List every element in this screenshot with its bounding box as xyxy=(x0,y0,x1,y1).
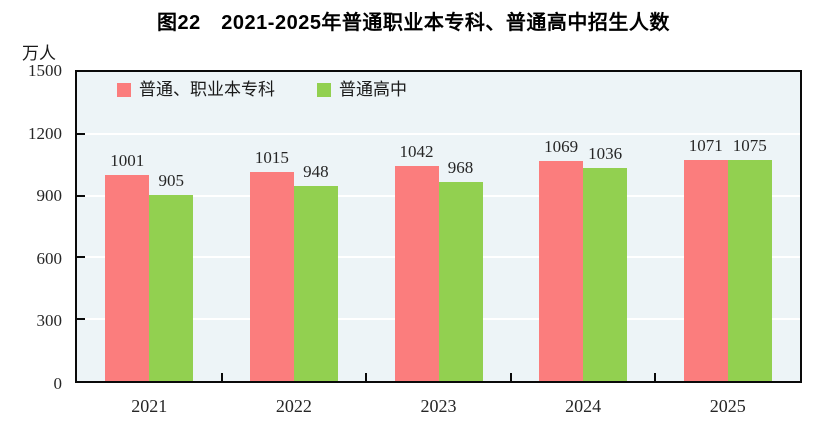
bar-vocational-college-2025 xyxy=(683,160,728,381)
value-label-vocational-college-2024: 1069 xyxy=(544,137,579,156)
y-axis-tick-600 xyxy=(77,256,85,259)
y-axis-label-1200: 1200 xyxy=(28,123,62,143)
x-axis-label-2023: 2023 xyxy=(420,396,457,416)
x-axis-label-2024: 2024 xyxy=(565,396,602,416)
x-axis-tick-4 xyxy=(654,373,657,381)
y-axis-label-0: 0 xyxy=(53,374,63,393)
plot-area: 普通、职业本专科 普通高中 1001 905 1015 948 1042 968 1069 1… xyxy=(75,70,802,383)
value-label-regular-high-school-2021: 905 xyxy=(158,171,185,190)
value-label-regular-high-school-2025: 1075 xyxy=(732,136,767,155)
x-axis-tick-1 xyxy=(220,373,223,381)
y-axis-tick-1200 xyxy=(77,132,85,135)
legend-label-regular-high-school: 普通高中 xyxy=(339,80,407,99)
bar-vocational-college-2024 xyxy=(539,161,584,381)
x-axis-label-2021: 2021 xyxy=(131,396,168,416)
legend-item-regular-high-school: 普通高中 xyxy=(317,81,407,98)
legend-swatch-vocational-college xyxy=(117,82,131,97)
bar-regular-high-school-2025 xyxy=(727,160,772,381)
y-axis-unit-label: 万人 xyxy=(22,44,56,63)
value-label-vocational-college-2025: 1071 xyxy=(688,136,723,155)
legend: 普通、职业本专科 普通高中 xyxy=(117,81,407,98)
bar-regular-high-school-2022 xyxy=(293,186,338,381)
legend-item-vocational-college: 普通、职业本专科 xyxy=(117,81,275,98)
y-axis-label-1500: 1500 xyxy=(28,61,62,80)
bar-regular-high-school-2024 xyxy=(583,168,628,381)
x-axis-tick-3 xyxy=(509,373,512,381)
bar-vocational-college-2023 xyxy=(394,166,439,381)
value-label-vocational-college-2023: 1042 xyxy=(399,142,434,161)
y-axis-tick-300 xyxy=(77,318,85,321)
x-axis-tick-2 xyxy=(365,373,368,381)
y-axis-label-300: 300 xyxy=(36,311,63,331)
gridline-1200 xyxy=(77,132,800,135)
y-axis-label-900: 900 xyxy=(36,186,63,206)
bar-regular-high-school-2021 xyxy=(149,195,194,381)
value-label-vocational-college-2022: 1015 xyxy=(254,148,289,167)
x-axis-label-2025: 2025 xyxy=(709,396,746,416)
bar-vocational-college-2021 xyxy=(105,175,150,381)
value-label-vocational-college-2021: 1001 xyxy=(110,151,145,170)
bar-vocational-college-2022 xyxy=(249,172,294,381)
legend-swatch-regular-high-school xyxy=(317,82,331,97)
legend-label-vocational-college: 普通、职业本专科 xyxy=(139,80,275,99)
value-label-regular-high-school-2022: 948 xyxy=(303,162,329,181)
x-axis-label-2022: 2022 xyxy=(275,396,312,416)
chart-title: 图22 2021-2025年普通职业本专科、普通高中招生人数 xyxy=(157,12,670,34)
value-label-regular-high-school-2024: 1036 xyxy=(588,144,623,163)
bar-regular-high-school-2023 xyxy=(438,182,483,381)
value-label-regular-high-school-2023: 968 xyxy=(447,158,474,177)
y-axis-label-600: 600 xyxy=(36,248,63,268)
y-axis-tick-900 xyxy=(77,194,85,197)
